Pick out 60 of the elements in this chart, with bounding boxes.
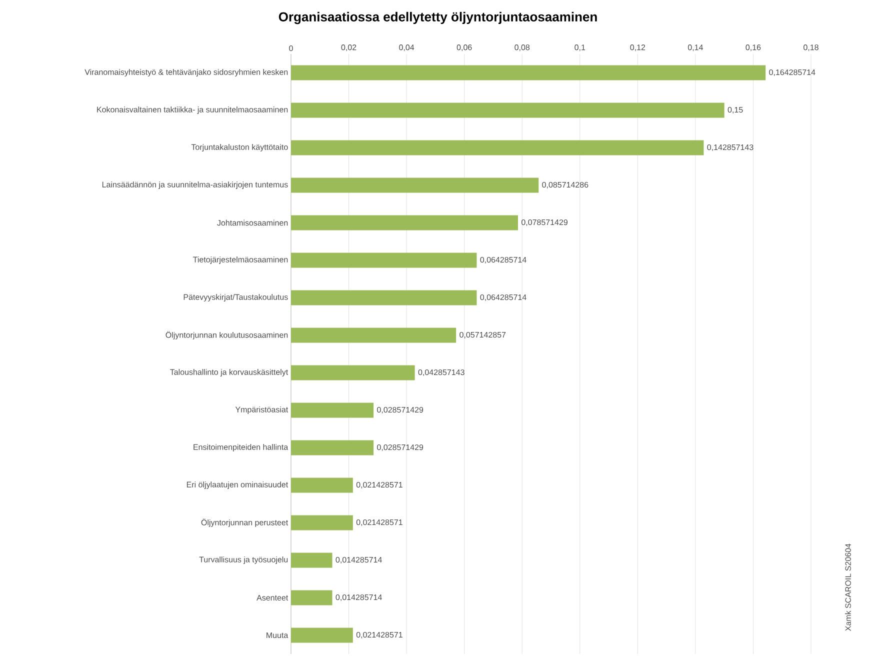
y-tick-label: Ensitoimenpiteiden hallinta: [194, 444, 288, 452]
bar: [291, 628, 353, 643]
bar: [291, 440, 374, 456]
data-label: 0,064285714: [480, 256, 526, 264]
bar: [291, 140, 704, 156]
bar: [291, 65, 766, 80]
y-tick-label: Eri öljylaatujen ominaisuudet: [186, 482, 288, 489]
data-label: 0,057142857: [460, 332, 506, 339]
data-label: 0,164285714: [769, 69, 816, 76]
y-tick-label: Johtamisosaaminen: [217, 220, 288, 226]
y-tick-label: Ympäristöasiat: [235, 406, 288, 414]
y-tick-label: Öljyntorjunnan perusteet: [201, 518, 288, 527]
chart-title: Organisaatiossa edellytetty öljyntorjuntaosaaminen: [278, 12, 597, 24]
data-label: 0,078571429: [521, 219, 568, 226]
bar: [291, 102, 724, 118]
x-tick-label: 0,02: [341, 44, 356, 52]
x-tick-label: 0,1: [574, 44, 586, 52]
data-label: 0,142857143: [707, 144, 754, 152]
bar: [291, 590, 332, 606]
y-tick-label: Torjuntakaluston käyttötaito: [191, 144, 288, 152]
data-label: 0,042857143: [418, 369, 464, 376]
bar: [291, 290, 477, 306]
bar: [291, 402, 374, 418]
y-tick-label: Öljyntorjunnan koulutusosaaminen: [166, 331, 288, 340]
x-tick-label: 0,14: [688, 44, 703, 52]
bar: [291, 478, 353, 493]
data-label: 0,014285714: [336, 556, 382, 564]
x-tick-label: 0,18: [804, 44, 818, 52]
x-tick-label: 0,06: [456, 44, 472, 52]
x-tick-label: 0,08: [514, 44, 530, 52]
data-label: 0,014285714: [336, 594, 382, 602]
y-tick-label: Lainsäädännön ja suunnitelma-asiakirjojen tuntemus: [102, 182, 288, 189]
data-label: 0,15: [728, 106, 743, 114]
data-label: 0,028571429: [377, 406, 424, 414]
data-label: 0,021428571: [356, 632, 402, 639]
bar: [291, 178, 539, 193]
text: Xamk SCAROIL S20604: [845, 544, 851, 631]
x-tick-label: 0,16: [746, 44, 761, 52]
x-tick-label: 0,04: [399, 44, 414, 52]
y-tick-label: Muuta: [266, 632, 288, 638]
data-label: 0,021428571: [356, 482, 402, 489]
bar: [291, 552, 332, 568]
bar: [291, 328, 456, 343]
y-tick-label: Asenteet: [256, 594, 288, 601]
data-label: 0,085714286: [542, 182, 588, 189]
data-label: 0,064285714: [480, 294, 526, 302]
bar: [291, 365, 415, 380]
y-tick-label: Pätevyyskirjat/Taustakoulutus: [184, 294, 288, 302]
data-label: 0,028571429: [377, 444, 424, 452]
bar: [291, 215, 518, 230]
x-tick-label: 0,12: [630, 44, 646, 52]
bar: [291, 252, 477, 268]
y-tick-label: Kokonaisvaltainen taktiikka- ja suunnitelmaosaaminen: [97, 106, 288, 114]
y-tick-label: Taloushallinto ja korvauskäsittelyt: [170, 369, 288, 376]
data-label: 0,021428571: [356, 519, 402, 526]
y-tick-label: Tietojärjestelmäosaaminen: [193, 256, 288, 264]
y-tick-label: Viranomaisyhteistyö & tehtävänjako sidosryhmien kesken: [84, 69, 288, 76]
bar: [291, 515, 353, 530]
y-tick-label: Turvallisuus ja työsuojelu: [199, 556, 288, 564]
x-tick-label: 0: [289, 45, 293, 52]
